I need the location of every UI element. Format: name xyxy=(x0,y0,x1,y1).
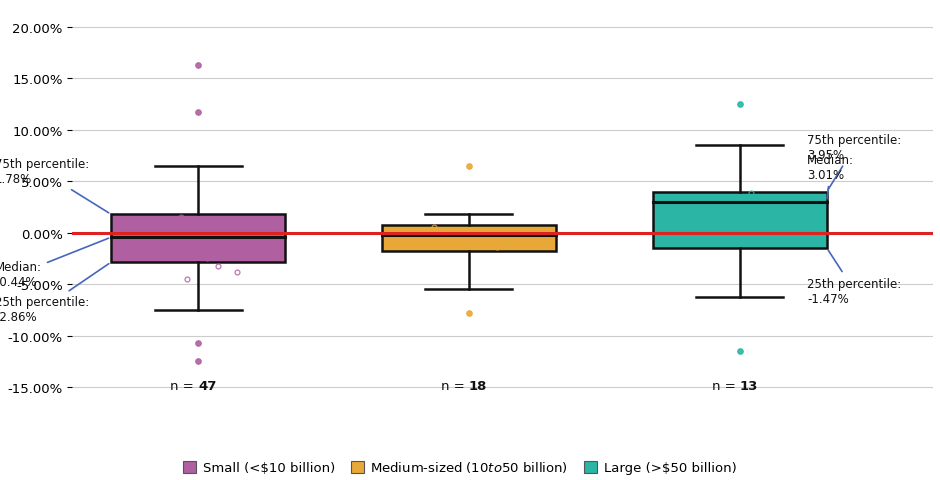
Text: 75th percentile:
1.78%: 75th percentile: 1.78% xyxy=(0,158,109,214)
Text: 47: 47 xyxy=(198,379,216,392)
Text: 75th percentile:
3.95%: 75th percentile: 3.95% xyxy=(807,134,901,190)
Bar xyxy=(111,215,285,263)
Bar xyxy=(382,226,556,252)
Text: Median:
3.01%: Median: 3.01% xyxy=(807,154,854,200)
Text: 25th percentile:
-2.86%: 25th percentile: -2.86% xyxy=(0,264,109,324)
Text: n =: n = xyxy=(170,379,198,392)
Text: 25th percentile:
-1.47%: 25th percentile: -1.47% xyxy=(807,251,901,305)
Text: 13: 13 xyxy=(740,379,758,392)
Text: Median:
-0.44%: Median: -0.44% xyxy=(0,239,108,288)
Text: n =: n = xyxy=(441,379,469,392)
Bar xyxy=(652,192,826,248)
Text: n =: n = xyxy=(712,379,740,392)
Text: 18: 18 xyxy=(469,379,487,392)
Legend: Small (<$10 billion), Medium-sized ($10 to $50 billion), Large (>$50 billion): Small (<$10 billion), Medium-sized ($10 … xyxy=(178,454,742,480)
